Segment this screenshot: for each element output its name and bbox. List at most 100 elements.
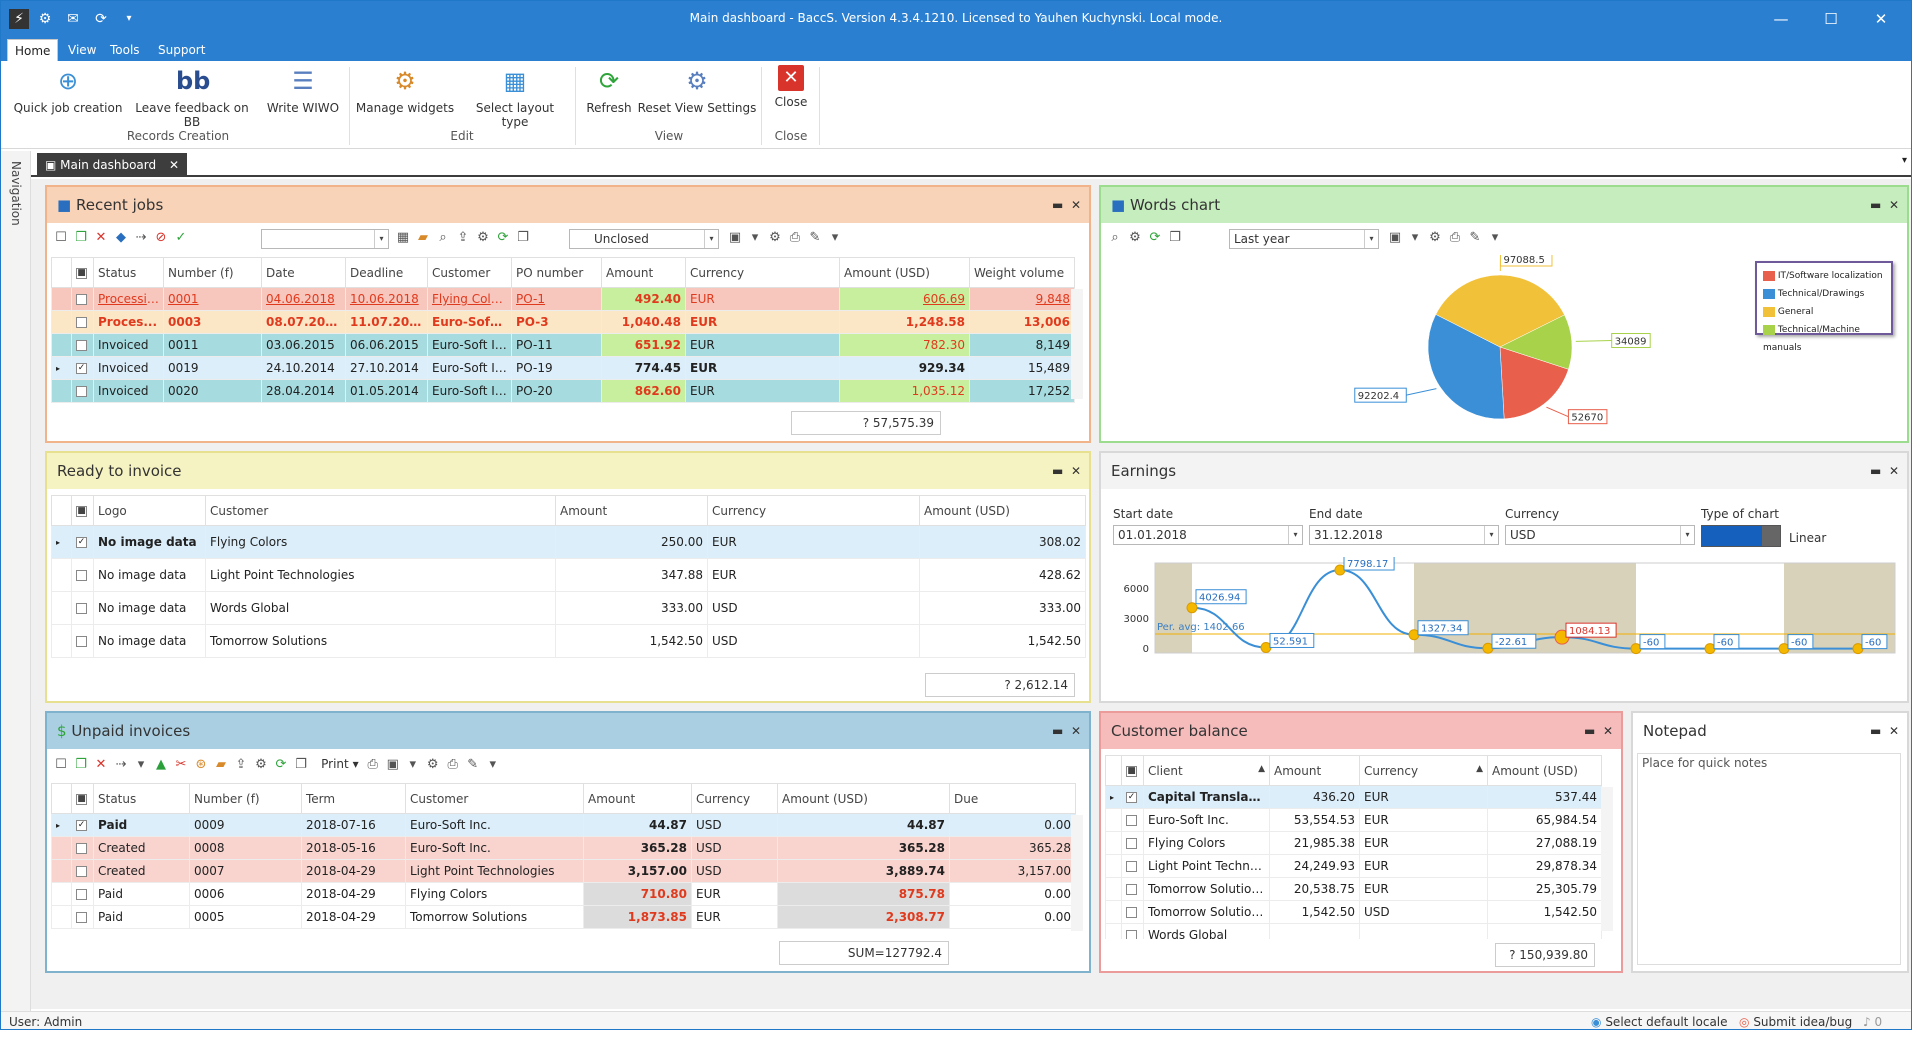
close-widget-icon[interactable]: ✕ bbox=[1888, 464, 1899, 478]
close-ribbon-button[interactable]: ✕ Close bbox=[767, 65, 815, 123]
save-dropdown-icon[interactable]: ▾ bbox=[409, 757, 416, 772]
earnings-point[interactable] bbox=[1186, 602, 1198, 614]
recent-jobs-filter-select[interactable]: Unclosed ▾ bbox=[569, 229, 719, 249]
tabs-dropdown-icon[interactable]: ▾ bbox=[1901, 155, 1907, 166]
cube-icon[interactable]: ◆ bbox=[116, 230, 126, 245]
mail-icon[interactable]: ✉ bbox=[67, 11, 79, 27]
cut-icon[interactable]: ✂ bbox=[175, 757, 187, 772]
earnings-point[interactable] bbox=[1778, 643, 1790, 655]
find-icon[interactable]: ⌕ bbox=[1111, 230, 1119, 245]
print2-icon[interactable]: ⎙ bbox=[447, 757, 458, 772]
quick-access-dropdown-icon[interactable]: ▾ bbox=[126, 13, 132, 24]
select-layout-type-button[interactable]: ▦ Select layout type bbox=[461, 65, 569, 129]
chart-type-toggle[interactable] bbox=[1701, 525, 1781, 547]
row-checkbox[interactable] bbox=[76, 843, 87, 854]
table-row[interactable]: Created 0007 2018-04-29 Light Point Technol… bbox=[51, 859, 1076, 883]
window-icon[interactable]: ❐ bbox=[1169, 230, 1181, 245]
recent-jobs-scrollbar[interactable] bbox=[1071, 289, 1083, 399]
tab-home[interactable]: Home bbox=[7, 39, 59, 61]
end-date-input[interactable]: 31.12.2018 ▾ bbox=[1309, 525, 1499, 545]
select-all-checkbox[interactable]: ■ bbox=[71, 257, 94, 288]
col-logo[interactable]: Logo bbox=[93, 495, 206, 526]
row-checkbox[interactable]: ✓ bbox=[76, 363, 87, 374]
copy-icon[interactable]: ❐ bbox=[75, 757, 87, 772]
words-chart-period-select[interactable]: Last year ▾ bbox=[1229, 229, 1379, 249]
notifications-button[interactable]: ♪ 0 bbox=[1863, 1015, 1883, 1029]
col-customer[interactable]: Customer bbox=[427, 257, 512, 288]
row-checkbox[interactable]: ✓ bbox=[1126, 792, 1137, 803]
more-dropdown-icon[interactable]: ▾ bbox=[831, 230, 839, 245]
col-amount-usd[interactable]: Amount (USD) bbox=[839, 257, 970, 288]
export-icon[interactable]: ⇪ bbox=[457, 230, 469, 245]
row-checkbox[interactable] bbox=[76, 866, 87, 877]
row-checkbox[interactable] bbox=[1126, 861, 1137, 872]
minimize-widget-icon[interactable]: ▬ bbox=[1051, 198, 1064, 212]
navigation-panel[interactable]: Navigation bbox=[1, 151, 31, 1011]
delete-icon[interactable]: ✕ bbox=[95, 230, 107, 245]
settings-icon[interactable]: ⚙ bbox=[426, 757, 439, 772]
col-due[interactable]: Due bbox=[949, 783, 1076, 814]
start-date-input[interactable]: 01.01.2018 ▾ bbox=[1113, 525, 1303, 545]
col-currency[interactable]: Currency bbox=[685, 257, 840, 288]
tab-tools[interactable]: Tools bbox=[110, 43, 140, 57]
window-icon[interactable]: ❐ bbox=[295, 757, 307, 772]
link-icon[interactable]: ⇢ bbox=[135, 230, 147, 245]
col-status[interactable]: Status bbox=[93, 783, 190, 814]
col-amount[interactable]: Amount bbox=[555, 495, 708, 526]
save-icon[interactable]: ▣ bbox=[728, 230, 742, 245]
new-icon[interactable]: ☐ bbox=[55, 757, 67, 772]
col-currency[interactable]: Currency bbox=[691, 783, 778, 814]
col-currency[interactable]: Currency ▲ bbox=[1359, 755, 1488, 786]
notepad-textarea[interactable]: Place for quick notes bbox=[1637, 753, 1901, 965]
stop-icon[interactable]: ⊘ bbox=[155, 230, 167, 245]
table-row[interactable]: Proces... 0003 08.07.2017 11.07.201... Euro-… bbox=[51, 310, 1075, 334]
delete-icon[interactable]: ✕ bbox=[95, 757, 107, 772]
row-checkbox[interactable] bbox=[76, 294, 87, 305]
refresh-grid-icon[interactable]: ⟳ bbox=[497, 230, 509, 245]
row-checkbox[interactable] bbox=[76, 636, 87, 647]
table-row[interactable]: No image data Light Point Technologies 347… bbox=[51, 558, 1086, 592]
col-amount-usd[interactable]: Amount (USD) bbox=[777, 783, 950, 814]
write-wiwo-button[interactable]: ☰ Write WIWO bbox=[263, 65, 343, 123]
table-row[interactable]: Tomorrow Solutions 20,538.75 EUR 25,305.79 bbox=[1105, 877, 1602, 901]
row-checkbox[interactable] bbox=[76, 603, 87, 614]
table-row[interactable]: ▸ ✓ Capital Translati... 436.20 EUR 537.44 bbox=[1105, 785, 1602, 809]
row-checkbox[interactable] bbox=[76, 340, 87, 351]
stamp-icon[interactable]: ⊛ bbox=[195, 757, 207, 772]
row-checkbox[interactable]: ✓ bbox=[76, 537, 87, 548]
col-amount[interactable]: Amount bbox=[1269, 755, 1360, 786]
col-weight-volume[interactable]: Weight volume bbox=[969, 257, 1075, 288]
more-dropdown-icon[interactable]: ▾ bbox=[489, 757, 496, 772]
minimize-widget-icon[interactable]: ▬ bbox=[1051, 724, 1064, 738]
save-icon[interactable]: ▣ bbox=[386, 757, 399, 772]
row-checkbox[interactable] bbox=[76, 570, 87, 581]
table-row[interactable]: Created 0008 2018-05-16 Euro-Soft Inc. 365.2… bbox=[51, 836, 1076, 860]
close-window-icon[interactable]: ✕ bbox=[1874, 10, 1888, 28]
table-row[interactable]: No image data Words Global 333.00 USD 333.00 bbox=[51, 591, 1086, 625]
select-all-checkbox[interactable]: ■ bbox=[71, 495, 94, 526]
row-checkbox[interactable] bbox=[76, 912, 87, 923]
settings-icon[interactable]: ⚙ bbox=[38, 11, 52, 27]
new-icon[interactable]: ☐ bbox=[55, 230, 67, 245]
minimize-widget-icon[interactable]: ▬ bbox=[1051, 464, 1064, 478]
table-row[interactable]: Euro-Soft Inc. 53,554.53 EUR 65,984.54 bbox=[1105, 808, 1602, 832]
col-amount[interactable]: Amount bbox=[601, 257, 686, 288]
currency-select[interactable]: USD ▾ bbox=[1505, 525, 1695, 545]
table-row[interactable]: ▸ ✓ Invoiced 0019 24.10.2014 27.10.2014 Euro-… bbox=[51, 356, 1075, 380]
table-row[interactable]: Tomorrow Solutions 1,542.50 USD 1,542.50 bbox=[1105, 900, 1602, 924]
edit-icon[interactable]: ✎ bbox=[467, 757, 479, 772]
more-dropdown-icon[interactable]: ▾ bbox=[1491, 230, 1499, 245]
chart-icon[interactable]: ▲ bbox=[156, 757, 166, 772]
minimize-widget-icon[interactable]: ▬ bbox=[1869, 198, 1882, 212]
row-checkbox[interactable] bbox=[1126, 907, 1137, 918]
pie-slice[interactable] bbox=[1427, 314, 1505, 420]
row-checkbox[interactable] bbox=[1126, 815, 1137, 826]
col-term[interactable]: Term bbox=[301, 783, 406, 814]
settings-grid-icon[interactable]: ⚙ bbox=[769, 230, 781, 245]
row-checkbox[interactable] bbox=[1126, 884, 1137, 895]
edit-icon[interactable]: ✎ bbox=[809, 230, 821, 245]
find-icon[interactable]: ⌕ bbox=[439, 230, 447, 245]
pie-slice[interactable] bbox=[1499, 346, 1569, 420]
col-customer[interactable]: Customer bbox=[205, 495, 556, 526]
print-icon[interactable]: ⎙ bbox=[789, 230, 801, 245]
